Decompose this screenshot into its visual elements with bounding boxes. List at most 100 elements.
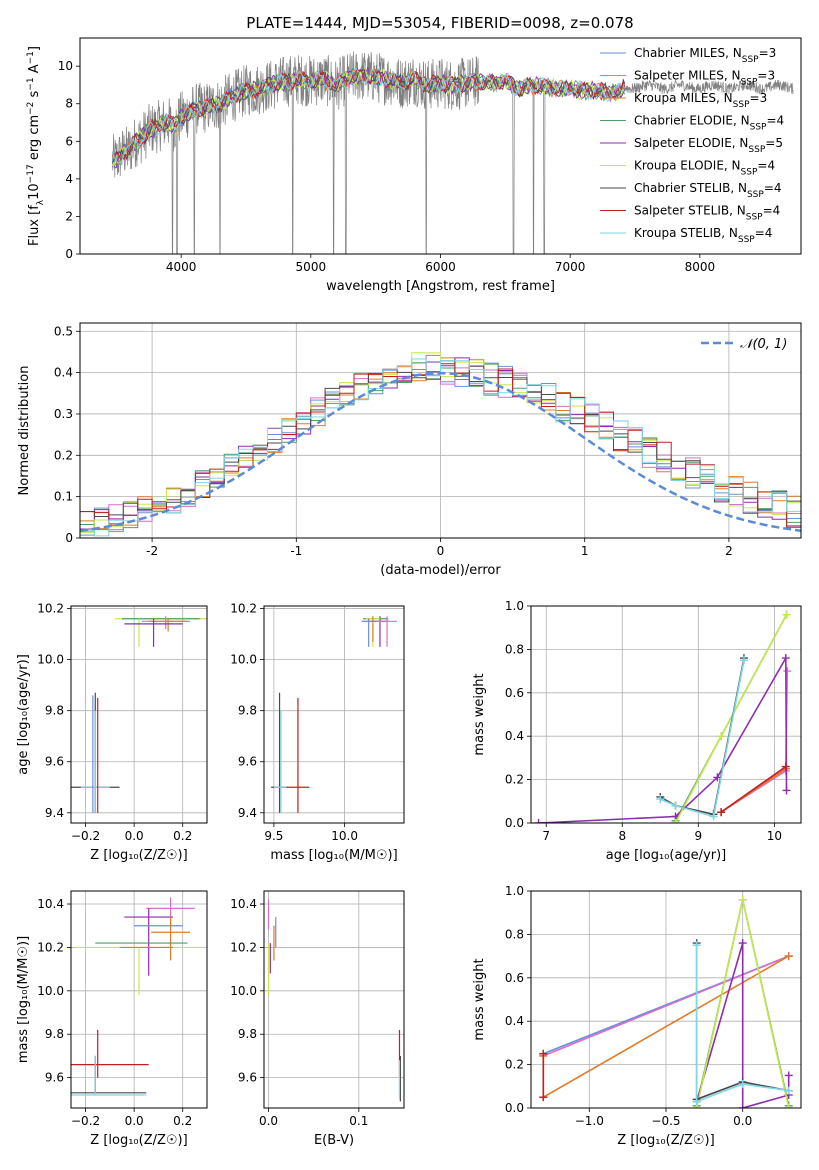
x-axis-label: E(B-V) xyxy=(314,1133,354,1148)
x-tick-label: 0.0 xyxy=(125,829,144,843)
y-tick-label: 4 xyxy=(65,172,73,186)
observed-spectrum xyxy=(112,51,794,254)
x-tick-label: 2 xyxy=(725,544,733,558)
axes-frame xyxy=(70,890,208,1109)
x-tick-label: 0.0 xyxy=(733,1114,752,1128)
weight-marker xyxy=(717,732,726,741)
y-tick-label: 0 xyxy=(65,531,73,545)
y-axis-label: mass weight xyxy=(472,958,487,1040)
y-tick-label: 10.2 xyxy=(37,602,64,616)
axes-frame xyxy=(70,605,208,824)
weight-marker xyxy=(709,812,718,821)
y-tick-label: 10.4 xyxy=(37,897,64,911)
x-tick-label: 0.0 xyxy=(125,1114,144,1128)
weight-marker xyxy=(692,941,701,950)
legend-text: Kroupa ELODIE, N xyxy=(634,159,741,173)
weight-marker xyxy=(692,1097,701,1106)
y-axis-label: mass weight xyxy=(472,673,487,755)
y-tick-label: 0.6 xyxy=(505,686,524,700)
x-axis-label: wavelength [Angstrom, rest frame] xyxy=(326,279,555,294)
y-tick-label: 0.4 xyxy=(505,1014,524,1028)
legend-text: Chabrier STELIB, N xyxy=(634,181,747,195)
legend-label: 𝒩(0, 1) xyxy=(740,337,787,352)
y-tick-label: 9.6 xyxy=(45,755,64,769)
legend-label: Kroupa ELODIE, NSSP=4 xyxy=(634,159,775,178)
y-tick-label: 9.8 xyxy=(238,704,257,718)
y-axis-label-part: −1 xyxy=(26,77,36,90)
legend-tail: =4 xyxy=(755,226,773,240)
weight-marker xyxy=(539,1049,548,1058)
y-tick-label: 9.4 xyxy=(238,806,257,820)
weight-marker xyxy=(781,762,790,771)
weight-marker xyxy=(539,1093,548,1102)
weight-line xyxy=(659,660,745,818)
y-tick-label: 0.2 xyxy=(505,773,524,787)
plot-area xyxy=(80,352,801,537)
legend-text: Chabrier MILES, N xyxy=(634,46,742,60)
legend-tail: =3 xyxy=(757,69,775,83)
y-tick-label: 0 xyxy=(65,247,73,261)
axes-frame xyxy=(530,605,802,824)
legend-text: Kroupa STELIB, N xyxy=(634,226,738,240)
x-tick-label: 0.0 xyxy=(259,1114,278,1128)
y-tick-label: 10.0 xyxy=(230,984,257,998)
weight-marker xyxy=(656,795,665,804)
x-tick-label: −1.0 xyxy=(575,1114,604,1128)
legend-sub: SSP xyxy=(738,235,755,245)
y-tick-label: 0.8 xyxy=(505,927,524,941)
legend-label: Chabrier MILES, NSSP=3 xyxy=(634,46,776,65)
x-axis-label: Z [log₁₀(Z/Z☉)] xyxy=(90,848,187,863)
y-tick-label: 2 xyxy=(65,209,73,223)
y-tick-label: 1.0 xyxy=(505,599,524,613)
y-tick-label: 10.0 xyxy=(230,653,257,667)
histogram-kroupa-stelib xyxy=(80,358,801,537)
y-tick-label: 10.4 xyxy=(230,897,257,911)
y-tick-label: 0.1 xyxy=(54,490,73,504)
x-tick-label: 0.2 xyxy=(173,829,192,843)
legend-label: Kroupa STELIB, NSSP=4 xyxy=(634,226,772,245)
y-axis-label-part: A xyxy=(27,64,42,77)
y-axis-label-part: Flux [f xyxy=(27,205,42,246)
axes-frame xyxy=(530,890,802,1109)
y-axis-label: age [log₁₀(age/yr)] xyxy=(16,654,31,775)
panel-age_vs_mass: 9.5 10.0 9.4 9.6 9.8 10.0 10.2 mass [log₁₀(M/M☉… xyxy=(230,602,405,863)
x-tick-label: -1 xyxy=(290,544,302,558)
legend-label: Kroupa MILES, NSSP=3 xyxy=(634,91,767,110)
weight-marker xyxy=(784,952,793,961)
legend-sub: SSP xyxy=(742,55,759,65)
y-tick-label: 0.4 xyxy=(505,729,524,743)
y-tick-label: 0.2 xyxy=(54,448,73,462)
x-axis-label: Z [log₁₀(Z/Z☉)] xyxy=(90,1133,187,1148)
legend-sub: SSP xyxy=(750,123,767,133)
y-tick-label: 10.0 xyxy=(37,653,64,667)
legend-label: Salpeter MILES, NSSP=3 xyxy=(634,69,775,88)
y-tick-label: 9.6 xyxy=(45,1071,64,1085)
legend-tail: =5 xyxy=(765,136,783,150)
y-tick-label: 9.8 xyxy=(45,704,64,718)
plot-area xyxy=(111,51,794,254)
weight-marker xyxy=(784,1104,793,1108)
y-tick-label: 9.6 xyxy=(238,1071,257,1085)
plot-area xyxy=(539,895,793,1108)
weight-marker xyxy=(738,895,747,904)
model-chabrier-stelib xyxy=(111,69,626,164)
y-axis-label-part: ] xyxy=(27,46,42,51)
x-tick-label: −0.2 xyxy=(71,1114,100,1128)
legend-sub: SSP xyxy=(746,213,763,223)
x-axis-label: age [log₁₀(age/yr)] xyxy=(606,848,727,863)
legend-sub: SSP xyxy=(733,100,750,110)
y-tick-label: 10.2 xyxy=(37,940,64,954)
x-tick-label: 7000 xyxy=(555,260,586,274)
y-tick-label: 0.3 xyxy=(54,407,73,421)
y-tick-label: 0.8 xyxy=(505,642,524,656)
weight-marker xyxy=(783,667,792,676)
y-tick-label: 10.0 xyxy=(37,984,64,998)
plot-area xyxy=(71,616,207,813)
x-tick-label: 4000 xyxy=(166,260,197,274)
weight-marker xyxy=(534,819,543,823)
plot-area xyxy=(71,897,207,1096)
x-tick-label: 6000 xyxy=(425,260,456,274)
x-tick-label: 10 xyxy=(767,829,782,843)
x-tick-label: 0.1 xyxy=(349,1114,368,1128)
